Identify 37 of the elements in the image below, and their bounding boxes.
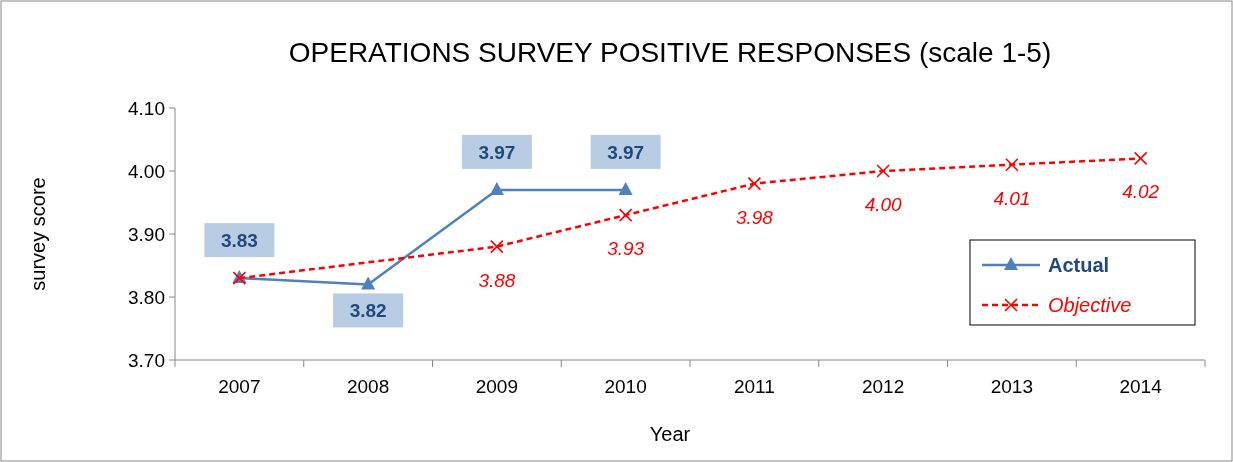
point (747, 176, 762, 191)
data-label: 3.98 (735, 206, 774, 228)
point (618, 208, 633, 222)
chart-title: OPERATIONS SURVEY POSITIVE RESPONSES (scale 1-5) (288, 37, 1052, 68)
data-label: 3.82 (349, 300, 387, 322)
data-label: 4.01 (993, 187, 1031, 209)
x-tick-label: 2008 (346, 376, 390, 397)
point (489, 181, 504, 195)
point (618, 181, 633, 195)
y-tick-label: 4.00 (128, 161, 165, 182)
point (876, 164, 890, 178)
x-tick-label: 2011 (733, 376, 775, 397)
data-label: 3.97 (478, 141, 516, 163)
point (361, 276, 376, 290)
point (1005, 157, 1019, 172)
x-tick-label: 2007 (218, 376, 261, 397)
y-tick-label: 3.80 (128, 287, 165, 308)
legend-label: Objective (1048, 294, 1132, 316)
point (1133, 151, 1148, 166)
data-label: 3.97 (607, 141, 645, 163)
x-tick-label: 2014 (1119, 376, 1163, 397)
x-tick-label: 2009 (475, 376, 519, 397)
y-tick-label: 4.10 (128, 98, 165, 119)
x-tick-label: 2010 (604, 376, 647, 397)
data-label: 4.00 (864, 194, 903, 215)
data-label: 4.02 (1122, 181, 1160, 203)
data-label: 3.93 (607, 238, 645, 260)
legend-label: Actual (1048, 254, 1110, 276)
data-label: 3.88 (478, 269, 516, 291)
y-tick-label: 3.90 (128, 224, 165, 245)
y-axis-title: survey score (27, 177, 49, 291)
x-tick-label: 2012 (861, 376, 905, 397)
y-tick-label: 3.70 (128, 350, 165, 371)
x-tick-label: 2013 (990, 376, 1034, 397)
x-axis-title: Year (649, 423, 691, 445)
point (490, 239, 504, 254)
data-label: 3.83 (220, 230, 258, 252)
